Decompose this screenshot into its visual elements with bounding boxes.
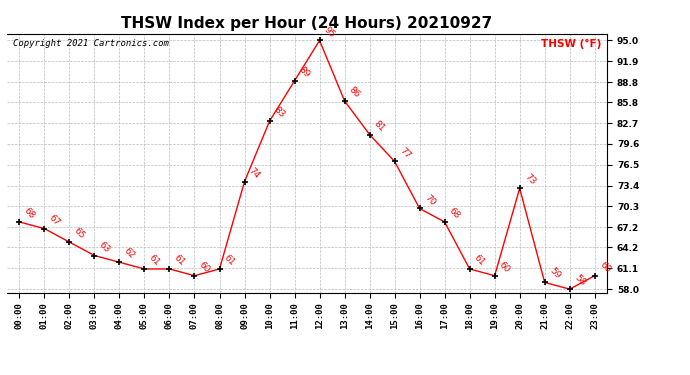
Text: 86: 86 (347, 85, 362, 100)
Text: Copyright 2021 Cartronics.com: Copyright 2021 Cartronics.com (13, 39, 169, 48)
Text: 73: 73 (522, 172, 537, 187)
Text: 67: 67 (47, 213, 61, 227)
Text: 58: 58 (573, 273, 587, 288)
Text: 81: 81 (373, 118, 387, 133)
Title: THSW Index per Hour (24 Hours) 20210927: THSW Index per Hour (24 Hours) 20210927 (121, 16, 493, 31)
Text: 63: 63 (97, 240, 112, 254)
Text: 59: 59 (547, 267, 562, 281)
Text: 60: 60 (197, 260, 212, 274)
Text: 60: 60 (497, 260, 512, 274)
Text: 89: 89 (297, 65, 312, 80)
Text: 61: 61 (222, 253, 237, 268)
Text: 60: 60 (598, 260, 612, 274)
Text: 65: 65 (72, 226, 87, 241)
Text: THSW (°F): THSW (°F) (541, 39, 601, 49)
Text: 70: 70 (422, 193, 437, 207)
Text: 68: 68 (447, 206, 462, 220)
Text: 61: 61 (473, 253, 487, 268)
Text: 77: 77 (397, 146, 412, 160)
Text: 61: 61 (172, 253, 187, 268)
Text: 83: 83 (273, 105, 287, 120)
Text: 95: 95 (322, 25, 337, 39)
Text: 62: 62 (122, 246, 137, 261)
Text: 61: 61 (147, 253, 161, 268)
Text: 74: 74 (247, 166, 262, 180)
Text: 68: 68 (22, 206, 37, 220)
